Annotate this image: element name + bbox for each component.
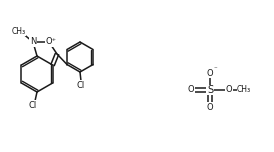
Text: O: O bbox=[207, 102, 213, 112]
Text: CH₃: CH₃ bbox=[237, 85, 251, 95]
Text: S: S bbox=[207, 85, 213, 95]
Text: O: O bbox=[207, 69, 213, 78]
Text: Cl: Cl bbox=[29, 100, 37, 109]
Text: N: N bbox=[30, 38, 36, 47]
Text: ⁻: ⁻ bbox=[213, 66, 217, 72]
Text: O: O bbox=[188, 85, 194, 95]
Text: Cl: Cl bbox=[77, 81, 85, 90]
Text: O: O bbox=[226, 85, 232, 95]
Text: CH₃: CH₃ bbox=[12, 26, 26, 36]
Text: O⁺: O⁺ bbox=[45, 38, 56, 47]
